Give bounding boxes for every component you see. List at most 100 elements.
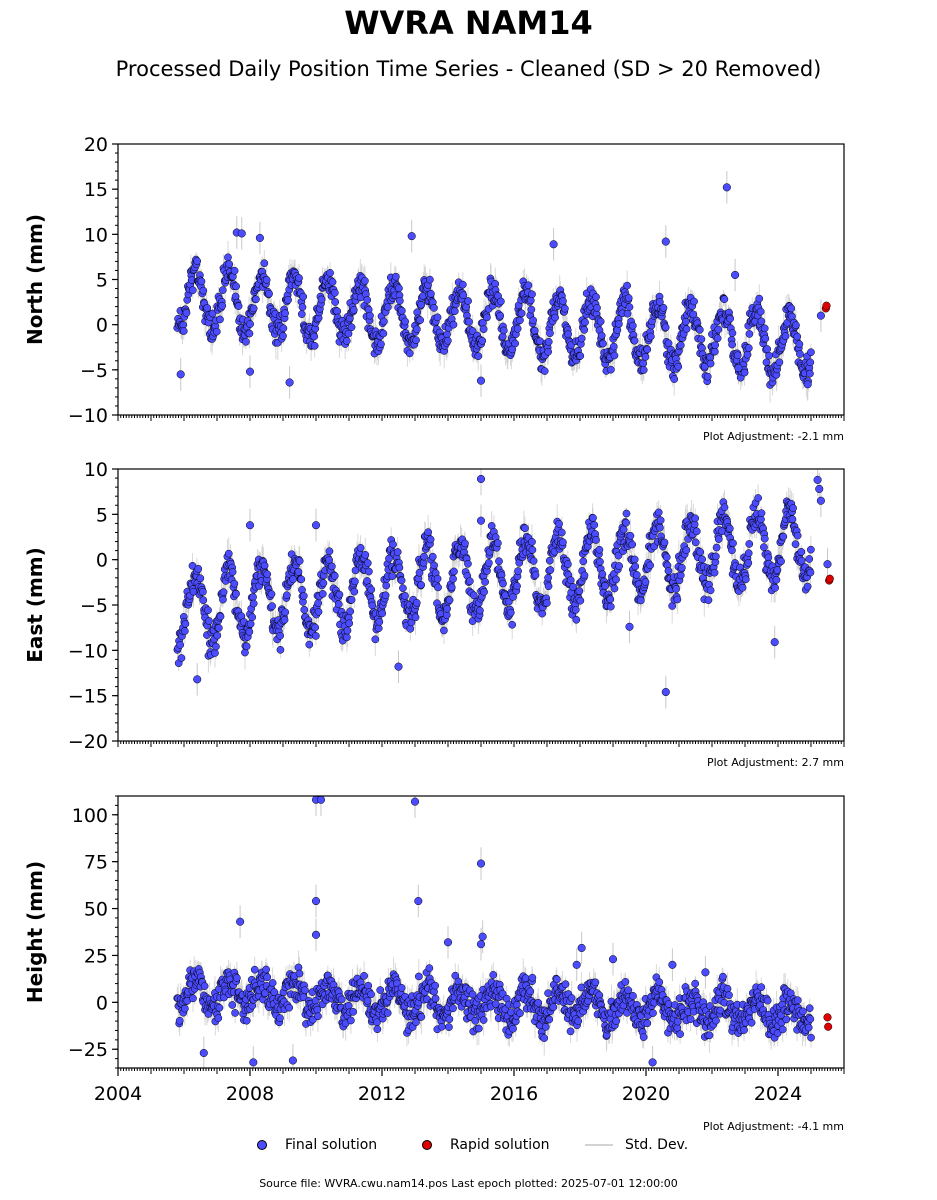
- final-point: [697, 335, 706, 344]
- final-point: [334, 600, 343, 609]
- final-point: [672, 585, 680, 593]
- final-point: [728, 546, 736, 555]
- final-point: [228, 568, 237, 576]
- final-point: [509, 593, 517, 601]
- final-point: [656, 516, 665, 525]
- final-point: [696, 548, 705, 556]
- final-point: [745, 540, 754, 548]
- final-point: [592, 536, 600, 544]
- final-point: [365, 567, 373, 576]
- final-point: [524, 281, 533, 290]
- final-point: [330, 288, 339, 297]
- final-point: [682, 325, 691, 333]
- final-point: [484, 559, 493, 567]
- final-point: [469, 591, 478, 600]
- final-point: [710, 568, 719, 577]
- final-point: [297, 575, 306, 584]
- final-point: [349, 306, 358, 314]
- final-point: [561, 304, 569, 313]
- final-point: [374, 624, 383, 633]
- final-point: [199, 286, 208, 295]
- final-point: [219, 595, 227, 604]
- final-point-outlier: [476, 376, 486, 385]
- final-point: [179, 327, 188, 335]
- final-point: [389, 540, 397, 549]
- final-point: [571, 606, 580, 614]
- final-point: [232, 589, 240, 598]
- final-point: [481, 578, 489, 586]
- final-point: [806, 568, 815, 577]
- final-point: [544, 573, 552, 582]
- final-point: [610, 584, 619, 593]
- final-point: [745, 330, 754, 338]
- final-point: [760, 534, 769, 543]
- final-point: [606, 602, 615, 611]
- final-point: [279, 324, 288, 333]
- final-point: [692, 527, 701, 536]
- final-point: [401, 317, 409, 326]
- final-point-outlier: [476, 516, 486, 525]
- final-point: [659, 303, 668, 312]
- final-point: [294, 568, 303, 576]
- final-point: [298, 303, 307, 311]
- final-point: [252, 295, 260, 304]
- final-point: [643, 345, 652, 354]
- y-tick-label: −10: [68, 640, 108, 662]
- final-point: [208, 309, 217, 318]
- final-point-outlier: [816, 496, 825, 505]
- final-point: [219, 588, 228, 596]
- final-point: [417, 581, 425, 589]
- final-point: [335, 590, 344, 599]
- final-point: [177, 654, 186, 662]
- final-point: [609, 342, 618, 351]
- final-point: [199, 596, 208, 605]
- final-point: [714, 535, 723, 543]
- final-point-outlier: [476, 474, 486, 484]
- final-point: [511, 339, 519, 348]
- final-point: [540, 367, 549, 375]
- final-point: [424, 528, 432, 537]
- final-point: [232, 282, 240, 291]
- final-point: [689, 310, 698, 319]
- final-point: [738, 583, 747, 592]
- y-tick-label: 20: [84, 134, 108, 156]
- final-point: [495, 557, 503, 566]
- final-point: [375, 618, 384, 626]
- y-tick-label: −20: [68, 731, 108, 753]
- final-point: [559, 538, 567, 547]
- plot-area: [173, 469, 834, 709]
- final-point: [610, 351, 619, 360]
- final-point: [180, 627, 189, 635]
- final-point-outlier: [245, 367, 255, 376]
- final-point: [181, 620, 190, 628]
- final-point: [791, 540, 800, 549]
- final-point: [575, 587, 584, 595]
- final-point: [416, 316, 425, 324]
- final-point: [282, 591, 291, 600]
- rapid-point: [822, 301, 831, 310]
- final-point: [744, 559, 753, 567]
- final-point: [544, 582, 553, 591]
- final-point: [499, 579, 507, 588]
- y-tick-label: 0: [96, 315, 108, 337]
- final-point: [363, 559, 372, 567]
- final-point: [305, 640, 314, 649]
- final-point: [395, 284, 403, 293]
- final-point: [632, 571, 641, 579]
- final-point: [459, 291, 468, 300]
- final-point: [406, 624, 415, 633]
- final-point: [342, 337, 351, 345]
- final-point: [267, 590, 276, 598]
- final-point: [205, 617, 213, 625]
- final-point: [601, 582, 609, 590]
- final-point: [218, 286, 227, 294]
- final-point: [199, 587, 207, 596]
- final-point: [213, 631, 222, 640]
- final-point: [622, 518, 630, 527]
- final-point: [433, 313, 442, 322]
- final-point: [312, 632, 320, 640]
- final-point: [807, 545, 815, 554]
- final-point: [546, 566, 555, 574]
- y-tick-label: −5: [80, 595, 108, 617]
